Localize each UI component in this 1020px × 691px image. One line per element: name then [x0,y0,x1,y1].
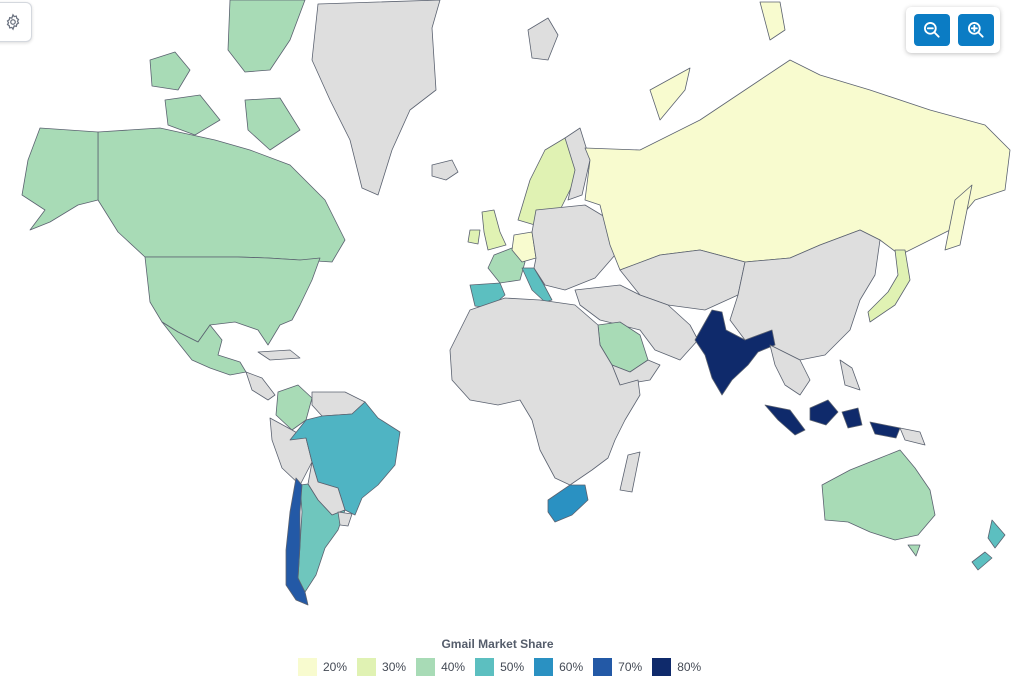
map-region-madagascar[interactable] [619,451,641,493]
map-region-indonesia[interactable] [764,399,901,439]
map-region-russia[interactable] [584,59,1011,271]
legend-swatch [593,658,613,676]
legend-swatch [534,658,554,676]
legend-label: 50% [500,660,525,674]
legend-item[interactable]: 70% [593,658,642,676]
zoom-controls [906,7,1000,53]
legend-swatch [416,658,436,676]
zoom-in-button[interactable] [958,14,994,46]
legend-item[interactable]: 80% [652,658,701,676]
legend-item[interactable]: 60% [534,658,583,676]
zoom-out-button[interactable] [914,14,950,46]
map-region-southeast-asia[interactable] [769,344,811,396]
map-region-uruguay[interactable] [337,511,353,527]
map-region-ireland[interactable] [467,229,481,245]
gear-icon [6,13,20,31]
legend-label: 60% [559,660,584,674]
map-region-mexico[interactable] [161,321,247,376]
map-region-germany[interactable] [511,231,537,263]
legend-item[interactable]: 50% [475,658,524,676]
map-region-iceland[interactable] [431,159,459,181]
legend-label: 70% [618,660,643,674]
map-region-russia-arctic-islands[interactable] [649,1,786,121]
legend-item[interactable]: 30% [357,658,406,676]
map-region-uk[interactable] [481,209,507,251]
legend-swatch [357,658,377,676]
map-region-central-america[interactable] [245,371,276,401]
map-region-caribbean[interactable] [257,349,301,361]
legend-label: 20% [323,660,348,674]
legend-swatch [298,658,317,676]
map-region-tasmania[interactable] [907,544,921,557]
map-region-greenland[interactable] [311,0,441,196]
map-region-south-africa[interactable] [547,484,589,523]
legend-swatch [652,658,672,676]
map-region-africa[interactable] [449,297,641,486]
zoom-in-icon [968,22,984,38]
map-region-australia[interactable] [821,449,936,541]
map-region-svalbard[interactable] [527,17,559,61]
map-region-middle-east[interactable] [574,284,699,361]
legend-label: 30% [382,660,407,674]
map-region-brazil[interactable] [289,401,401,516]
map-settings-button[interactable] [0,2,32,42]
legend: 20% 30% 40% 50% 60% 70% 80% [298,657,711,677]
legend-item[interactable]: 40% [416,658,465,676]
legend-item[interactable]: 20% [298,658,347,676]
legend-label: 40% [441,660,466,674]
map-region-canada-arctic[interactable] [227,0,306,73]
map-region-chile[interactable] [285,477,309,606]
world-choropleth-map[interactable] [0,0,1020,625]
map-region-central-eastern-europe[interactable] [531,204,616,291]
map-region-japan[interactable] [867,249,911,323]
map-region-china-mongolia[interactable] [729,229,881,361]
legend-title: Gmail Market Share [441,637,554,651]
map-region-canada[interactable] [97,127,346,263]
zoom-out-icon [924,22,940,38]
map-region-finland[interactable] [564,127,591,201]
map-region-kamchatka[interactable] [944,184,973,251]
map-region-png[interactable] [899,427,926,446]
map-region-philippines[interactable] [839,359,861,391]
legend-swatch [475,658,495,676]
legend-label: 80% [677,660,702,674]
map-region-peru-ecuador[interactable] [269,417,313,486]
map-region-alaska[interactable] [21,127,99,231]
map-region-new-zealand[interactable] [971,519,1006,571]
map-region-canada-islands[interactable] [149,51,301,151]
map-region-india[interactable] [694,309,776,396]
